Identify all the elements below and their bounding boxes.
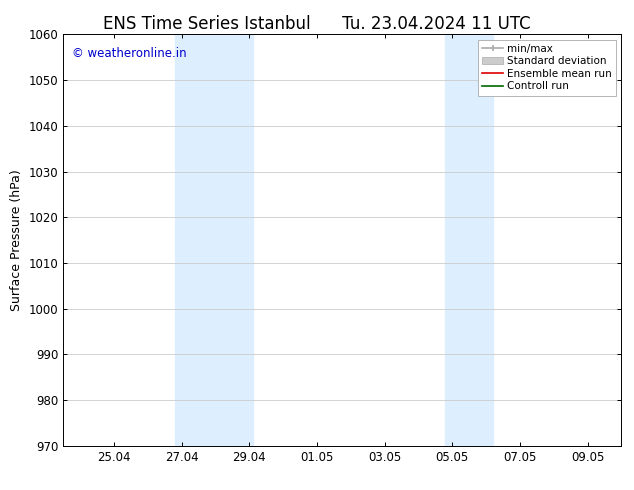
Legend: min/max, Standard deviation, Ensemble mean run, Controll run: min/max, Standard deviation, Ensemble me… (478, 40, 616, 96)
Text: © weatheronline.in: © weatheronline.in (72, 47, 186, 60)
Bar (446, 34, 493, 446)
Text: ENS Time Series Istanbul      Tu. 23.04.2024 11 UTC: ENS Time Series Istanbul Tu. 23.04.2024 … (103, 15, 531, 33)
Y-axis label: Surface Pressure (hPa): Surface Pressure (hPa) (10, 169, 23, 311)
Bar (175, 34, 253, 446)
